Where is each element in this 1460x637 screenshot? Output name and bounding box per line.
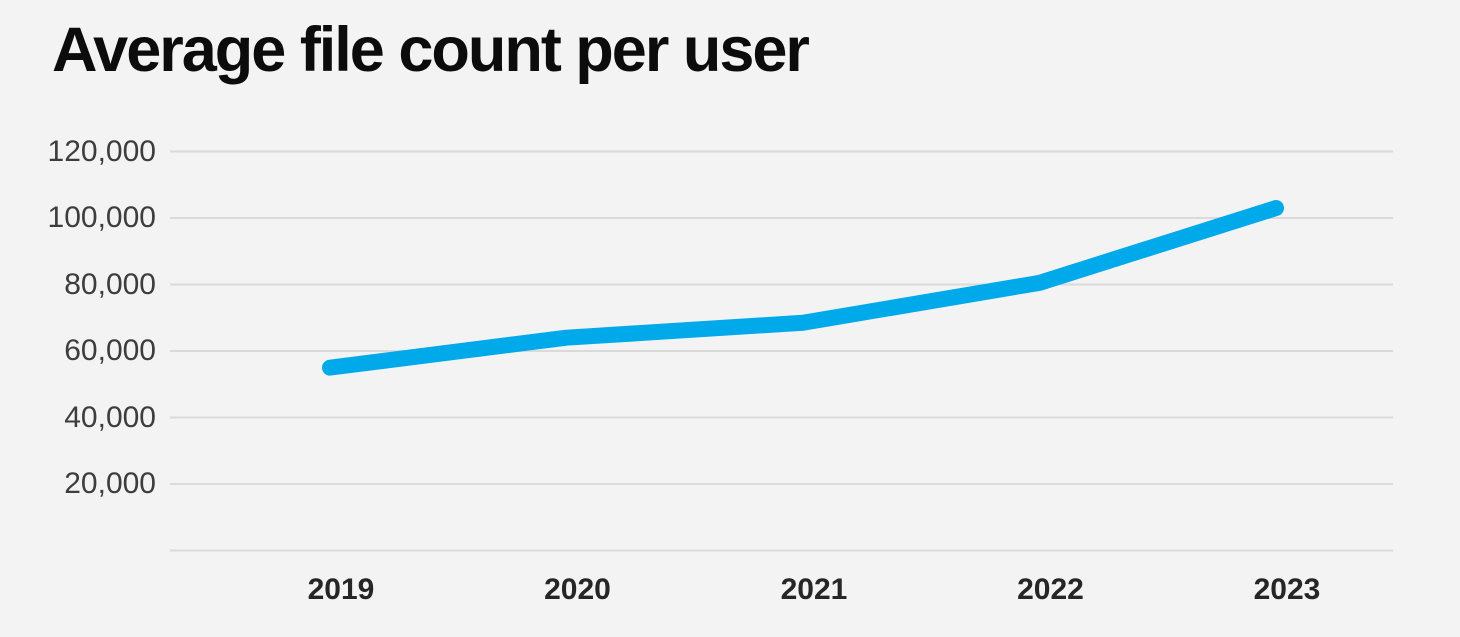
y-tick-label: 40,000	[64, 400, 156, 434]
x-tick-label: 2023	[1253, 573, 1321, 606]
y-tick-label: 100,000	[47, 201, 156, 234]
x-tick-label: 2020	[544, 573, 611, 606]
y-tick-label: 60,000	[64, 334, 156, 367]
x-tick-label: 2019	[307, 573, 375, 606]
y-tick-label: 80,000	[64, 267, 156, 301]
chart-title: Average file count per user	[52, 15, 810, 85]
y-tick-label: 20,000	[64, 467, 156, 500]
y-tick-label: 120,000	[47, 134, 156, 168]
data-line-series	[322, 200, 1284, 376]
x-tick-label: 2022	[1017, 573, 1084, 606]
x-tick-label: 2021	[780, 573, 848, 606]
